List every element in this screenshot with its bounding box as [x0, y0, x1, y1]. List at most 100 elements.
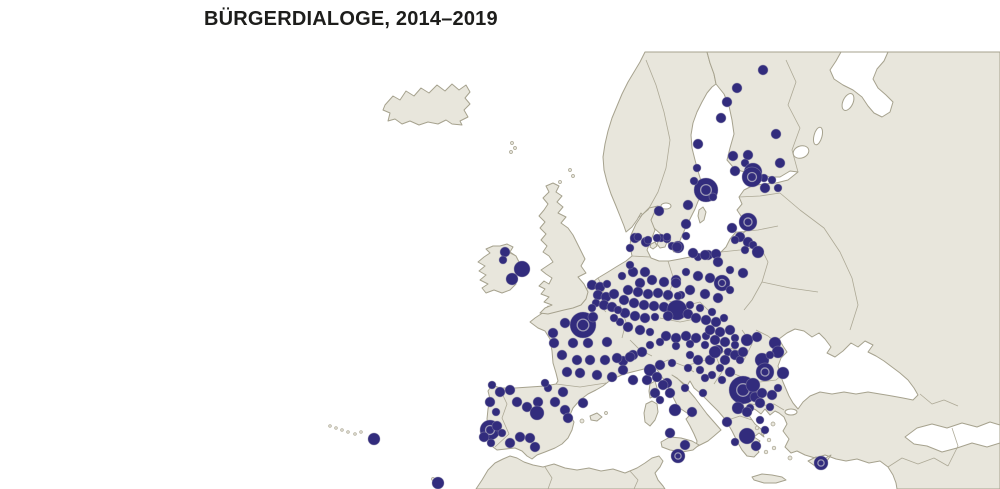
dialogue-bubble	[715, 363, 725, 373]
dialogue-bubble	[673, 291, 683, 301]
map-title: BÜRGERDIALOGE, 2014–2019	[204, 8, 498, 30]
land-mallorca	[589, 412, 603, 422]
dialogue-bubble	[766, 389, 778, 401]
dialogue-bubble	[685, 300, 695, 310]
dialogue-bubble	[704, 324, 716, 336]
dialogue-bubble	[704, 272, 716, 284]
dialogue-bubble	[715, 112, 727, 124]
dialogue-bubble	[741, 166, 763, 188]
dialogue-bubble	[757, 64, 769, 76]
dialogue-bubble	[654, 359, 666, 371]
dialogue-bubble	[601, 336, 613, 348]
dialogue-bubble	[505, 272, 519, 286]
dialogue-bubble	[655, 337, 665, 347]
dialogue-bubble	[712, 256, 724, 268]
dialogue-bubble	[617, 271, 627, 281]
dialogue-bubble	[367, 432, 381, 446]
dialogue-bubble	[670, 448, 686, 464]
dialogue-bubble	[587, 311, 599, 323]
dialogue-bubble	[690, 312, 702, 324]
dialogue-bubble	[738, 427, 756, 445]
dialogue-bubble	[713, 274, 731, 292]
dialogue-bubble	[591, 369, 603, 381]
dialogue-bubble	[499, 246, 511, 258]
dialogue-bubble	[707, 307, 717, 317]
dialogue-bubble	[646, 274, 658, 286]
dialogue-bubble	[738, 212, 758, 232]
dialogue-bubble	[755, 415, 765, 425]
dialogue-bubble	[577, 397, 589, 409]
dialogue-bubble	[633, 232, 643, 242]
dialogue-bubble	[599, 354, 611, 366]
dialogue-bubble	[662, 232, 672, 242]
sea-of-marmara	[784, 408, 798, 416]
land-crete	[751, 473, 787, 484]
dialogue-bubble	[699, 288, 711, 300]
dialogue-bubble	[622, 321, 634, 333]
dialogue-bubble	[750, 440, 762, 452]
dialogue-bubble	[700, 314, 712, 326]
land-scandinavia	[602, 51, 717, 253]
dialogue-bubble	[548, 337, 560, 349]
dialogue-bubble	[756, 387, 768, 399]
dialogue-bubble	[622, 284, 634, 296]
lake-vanern	[660, 202, 672, 210]
dialogue-bubble	[679, 439, 691, 451]
dialogue-bubble	[657, 379, 669, 391]
dialogue-bubble	[729, 165, 741, 177]
dialogue-bubble	[504, 384, 516, 396]
dialogue-bubble	[698, 388, 708, 398]
dialogue-bubble	[641, 374, 653, 386]
dialogue-bubble	[692, 354, 704, 366]
dialogue-bubble	[662, 289, 674, 301]
sea-overlays	[660, 51, 1000, 453]
dialogue-bubble	[634, 277, 646, 289]
dialogue-bubble	[730, 340, 740, 350]
dialogue-bubble	[671, 341, 681, 351]
dialogue-bubble	[513, 260, 531, 278]
dialogue-bubble	[639, 266, 651, 278]
dialogue-bubble	[660, 330, 672, 342]
dialogue-bubble	[584, 354, 596, 366]
dialogue-bubble	[664, 427, 676, 439]
dialogue-bubble	[629, 310, 641, 322]
dialogue-bubble	[627, 374, 639, 386]
dialogue-bubble	[708, 192, 718, 202]
dialogue-bubble	[724, 324, 736, 336]
dialogue-bubble	[649, 387, 661, 399]
dialogue-bubble	[671, 241, 683, 253]
dialogue-bubble	[556, 349, 568, 361]
dialogue-bubble	[486, 438, 496, 448]
dialogue-bubble	[645, 340, 655, 350]
dialogue-bubble	[712, 292, 724, 304]
dialogue-bubble	[618, 294, 630, 306]
dialogue-bubble	[759, 182, 771, 194]
landmasses	[328, 51, 1000, 489]
dialogue-bubble	[730, 235, 740, 245]
white-sea	[829, 51, 894, 118]
dialogue-bubble	[751, 331, 763, 343]
dialogue-bubble	[770, 128, 782, 140]
land-gotland	[697, 206, 707, 224]
dialogue-bubble	[719, 336, 731, 348]
dialogue-bubble	[719, 354, 731, 366]
land-iceland	[382, 83, 471, 126]
dialogue-bubble	[491, 407, 501, 417]
dialogue-bubble	[813, 455, 829, 471]
dialogue-bubble	[478, 431, 490, 443]
dialogue-bubble	[689, 176, 699, 186]
dialogue-bubble	[725, 265, 735, 275]
white-sea-lobe	[841, 93, 855, 111]
dialogue-bubble	[549, 396, 561, 408]
land-funen	[649, 241, 658, 250]
dialogue-bubble	[730, 437, 740, 447]
dialogue-bubble	[634, 324, 646, 336]
dialogue-bubble	[692, 163, 702, 173]
dialogue-bubble	[765, 350, 775, 360]
dialogue-bubble	[645, 327, 655, 337]
dialogue-bubble	[653, 205, 665, 217]
dialogue-bubble	[643, 363, 657, 377]
dialogue-bubble	[740, 333, 754, 347]
dialogue-bubble	[514, 431, 526, 443]
